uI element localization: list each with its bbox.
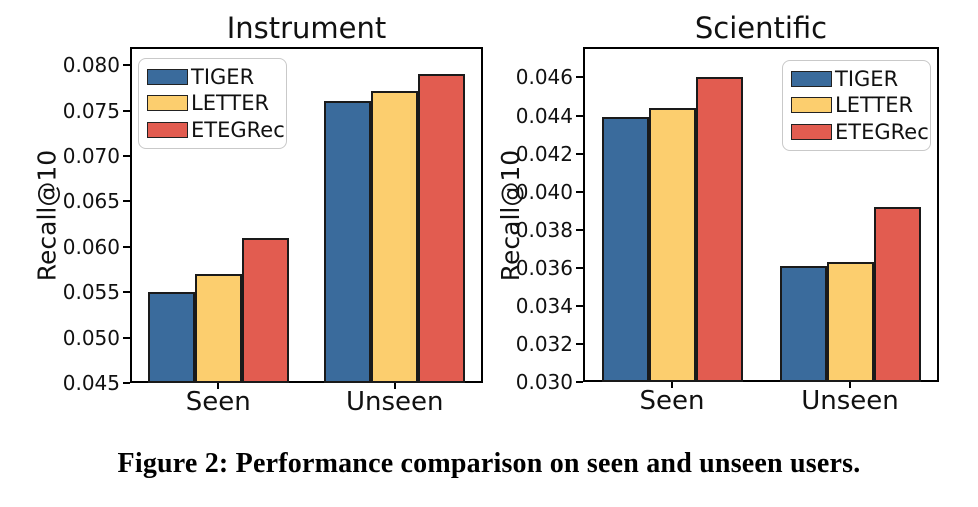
x-tick-mark	[393, 383, 396, 389]
x-tick-label: Unseen	[345, 387, 444, 417]
y-tick-mark	[576, 76, 583, 79]
y-tick-label: 0.032	[515, 331, 573, 356]
y-tick-mark	[123, 336, 130, 339]
x-tick-label: Unseen	[801, 386, 899, 416]
y-tick-label: 0.065	[62, 189, 120, 214]
y-tick-label: 0.044	[515, 103, 573, 128]
legend-label: LETTER	[835, 93, 914, 118]
bar-letter-seen	[648, 107, 696, 382]
legend-item-tiger: TIGER	[791, 67, 922, 91]
legend-item-tiger: TIGER	[147, 65, 278, 89]
bar-etegrec-unseen	[873, 206, 921, 382]
bar-letter-seen	[194, 274, 242, 383]
legend-label: ETEGRec	[191, 117, 285, 142]
y-tick-mark	[123, 245, 130, 248]
bar-letter-unseen	[826, 262, 874, 382]
legend-item-etegrec: ETEGRec	[791, 120, 929, 144]
y-tick-label: 0.038	[515, 217, 573, 242]
bar-etegrec-seen	[241, 237, 289, 383]
bar-etegrec-seen	[695, 77, 743, 382]
y-tick-mark	[123, 291, 130, 294]
legend: TIGER LETTER ETEGRec	[138, 58, 287, 149]
legend-label: LETTER	[191, 91, 270, 116]
y-tick-mark	[123, 109, 130, 112]
y-tick-mark	[576, 152, 583, 155]
y-tick-label: 0.045	[62, 371, 120, 395]
chart-title: Instrument	[226, 11, 387, 45]
y-tick-mark	[576, 228, 583, 231]
legend-label: ETEGRec	[835, 119, 929, 144]
y-tick-label: 0.075	[62, 98, 120, 123]
y-tick-mark	[576, 190, 583, 193]
legend-swatch-icon	[147, 121, 188, 138]
legend-swatch-icon	[791, 97, 832, 114]
y-tick-mark	[576, 342, 583, 345]
bar-tiger-seen	[601, 117, 649, 382]
bar-tiger-unseen	[324, 101, 372, 383]
y-tick-label: 0.046	[515, 65, 573, 90]
y-tick-mark	[576, 381, 583, 383]
y-tick-label: 0.080	[62, 53, 120, 78]
bar-letter-unseen	[371, 90, 419, 383]
legend-swatch-icon	[791, 123, 832, 140]
y-tick-mark	[576, 266, 583, 269]
y-tick-mark	[123, 64, 130, 67]
legend-swatch-icon	[147, 69, 188, 86]
y-tick-label: 0.034	[515, 293, 573, 318]
y-tick-mark	[123, 154, 130, 157]
x-tick-mark	[849, 382, 851, 388]
legend-item-letter: LETTER	[147, 91, 278, 115]
bar-tiger-unseen	[779, 265, 827, 382]
x-tick-label: Seen	[639, 386, 705, 416]
x-tick-mark	[217, 383, 220, 389]
y-tick-label: 0.050	[62, 325, 120, 350]
y-tick-mark	[123, 200, 130, 203]
y-tick-label: 0.040	[515, 179, 573, 204]
legend-swatch-icon	[147, 95, 188, 112]
legend-item-etegrec: ETEGRec	[147, 118, 285, 142]
y-tick-mark	[123, 382, 130, 384]
x-tick-mark	[671, 382, 673, 388]
legend-label: TIGER	[835, 67, 899, 92]
legend: TIGER LETTER ETEGRec	[782, 60, 931, 151]
x-tick-label: Seen	[185, 387, 251, 417]
y-tick-mark	[576, 114, 583, 117]
y-tick-label: 0.060	[62, 234, 120, 259]
y-tick-label: 0.055	[62, 280, 120, 305]
legend-label: TIGER	[191, 65, 255, 90]
y-tick-mark	[576, 304, 583, 307]
legend-swatch-icon	[791, 71, 832, 88]
y-tick-label: 0.042	[515, 141, 573, 166]
y-tick-label: 0.036	[515, 255, 573, 280]
bar-etegrec-unseen	[418, 74, 466, 383]
legend-item-letter: LETTER	[791, 93, 922, 117]
bar-tiger-seen	[147, 292, 195, 383]
chart-title: Scientific	[694, 11, 828, 45]
y-tick-label: 0.030	[515, 370, 573, 394]
figure-caption: Figure 2: Performance comparison on seen…	[117, 448, 861, 479]
y-tick-label: 0.070	[62, 143, 120, 168]
